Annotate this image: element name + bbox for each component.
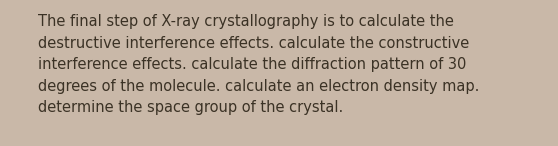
Text: degrees of the molecule. calculate an electron density map.: degrees of the molecule. calculate an el… [38, 79, 479, 93]
Text: The final step of X-ray crystallography is to calculate the: The final step of X-ray crystallography … [38, 14, 454, 29]
Text: destructive interference effects. calculate the constructive: destructive interference effects. calcul… [38, 35, 469, 51]
Text: determine the space group of the crystal.: determine the space group of the crystal… [38, 100, 343, 115]
Text: interference effects. calculate the diffraction pattern of 30: interference effects. calculate the diff… [38, 57, 466, 72]
